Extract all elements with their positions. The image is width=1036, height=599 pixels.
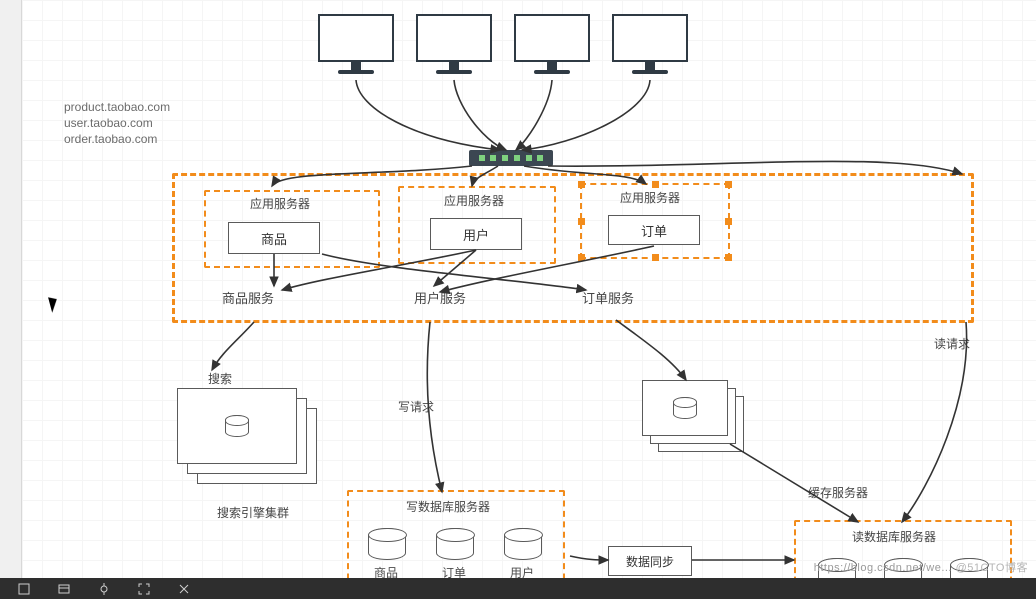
box-label: 订单 bbox=[641, 221, 667, 240]
app-server-title: 应用服务器 bbox=[620, 189, 680, 206]
client-monitor-icon bbox=[416, 14, 492, 80]
watermark: https://blog.csdn.net/we... @51CTO博客 bbox=[814, 559, 1028, 575]
search-label: 搜索 bbox=[208, 370, 232, 387]
sync-box: 数据同步 bbox=[608, 546, 692, 576]
diagram-canvas[interactable]: product.taobao.com user.taobao.com order… bbox=[22, 0, 1036, 578]
search-engine-stack-icon bbox=[177, 388, 317, 484]
box-label: 商品 bbox=[261, 229, 287, 248]
app-server-title: 应用服务器 bbox=[444, 192, 504, 209]
app-server-title: 应用服务器 bbox=[250, 195, 310, 212]
domain-line: order.taobao.com bbox=[64, 131, 170, 147]
taskbar[interactable] bbox=[0, 578, 1036, 599]
client-monitor-icon bbox=[514, 14, 590, 80]
taskbar-notes-icon[interactable] bbox=[18, 583, 30, 595]
cache-server-stack-icon bbox=[642, 380, 744, 452]
mouse-cursor-icon bbox=[48, 295, 60, 313]
sync-label: 数据同步 bbox=[626, 553, 674, 570]
app-server-box-order[interactable]: 订单 bbox=[608, 215, 700, 245]
search-caption: 搜索引擎集群 bbox=[217, 504, 289, 521]
taskbar-tools-icon[interactable] bbox=[178, 583, 190, 595]
taskbar-bug-icon[interactable] bbox=[98, 583, 110, 595]
read-request-label: 读请求 bbox=[934, 335, 970, 352]
domain-line: user.taobao.com bbox=[64, 115, 170, 131]
network-switch-icon bbox=[469, 150, 553, 166]
service-label-order: 订单服务 bbox=[582, 288, 634, 307]
client-monitor-icon bbox=[318, 14, 394, 80]
service-label-user: 用户服务 bbox=[414, 288, 466, 307]
write-request-label: 写请求 bbox=[398, 398, 434, 415]
database-icon bbox=[368, 528, 406, 560]
domain-line: product.taobao.com bbox=[64, 99, 170, 115]
app-server-box-product[interactable]: 商品 bbox=[228, 222, 320, 254]
write-db-title: 写数据库服务器 bbox=[406, 498, 490, 515]
box-label: 用户 bbox=[463, 225, 489, 244]
app-server-box-user[interactable]: 用户 bbox=[430, 218, 522, 250]
editor-left-rail bbox=[0, 0, 22, 578]
read-db-title: 读数据库服务器 bbox=[852, 528, 936, 545]
client-monitor-icon bbox=[612, 14, 688, 80]
service-label-product: 商品服务 bbox=[222, 288, 274, 307]
taskbar-expand-icon[interactable] bbox=[138, 583, 150, 595]
database-icon bbox=[436, 528, 474, 560]
taskbar-app-icon[interactable] bbox=[58, 583, 70, 595]
domain-list: product.taobao.com user.taobao.com order… bbox=[64, 99, 170, 148]
cache-caption: 缓存服务器 bbox=[808, 484, 868, 501]
database-icon bbox=[504, 528, 542, 560]
